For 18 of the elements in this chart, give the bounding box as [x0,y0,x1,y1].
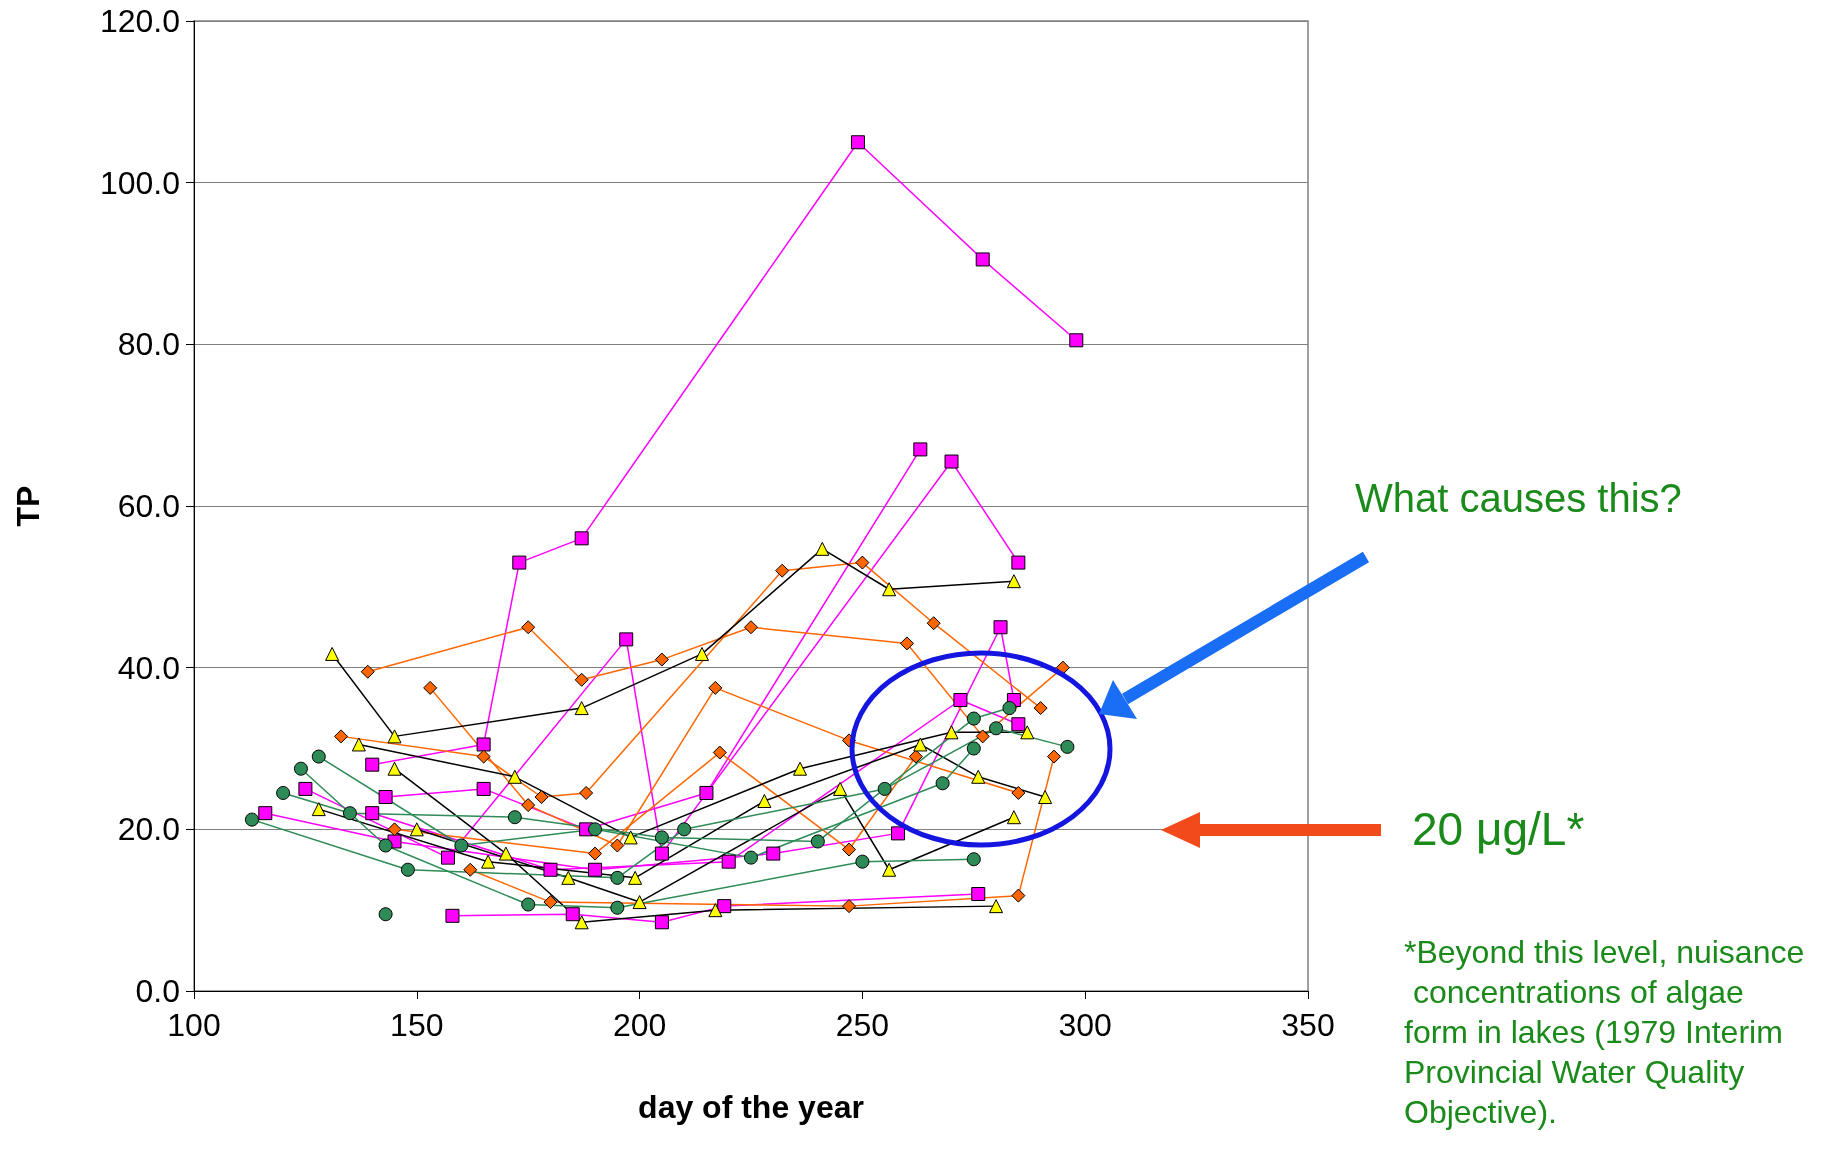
y-tick-label: 120.0 [99,3,180,39]
x-tick-label: 200 [612,1007,667,1043]
y-tick-label: 20.0 [117,811,180,848]
y-tick-label: 40.0 [117,649,180,686]
x-tick-label: 300 [1058,1007,1112,1043]
x-tick-label: 350 [1281,1007,1335,1043]
text: *Beyond this level, nuisance concentrations of algae form in lakes (1979 Interim Provincial Water Quality Objective). [1404,934,1805,1130]
y-tick-label: 100.0 [99,164,180,201]
y-tick-label: 60.0 [117,488,180,524]
text: 20 μg/L* [1412,803,1585,855]
x-tick-label: 100 [167,1007,221,1043]
text: What causes this? [1355,476,1682,520]
y-tick-label: 0.0 [135,973,180,1009]
x-tick-label: 150 [390,1007,444,1043]
x-tick-label: 250 [835,1007,890,1043]
y-tick-label: 80.0 [117,326,180,363]
x-axis-title: day of the year [638,1089,864,1125]
y-axis-title: TP [10,485,46,527]
